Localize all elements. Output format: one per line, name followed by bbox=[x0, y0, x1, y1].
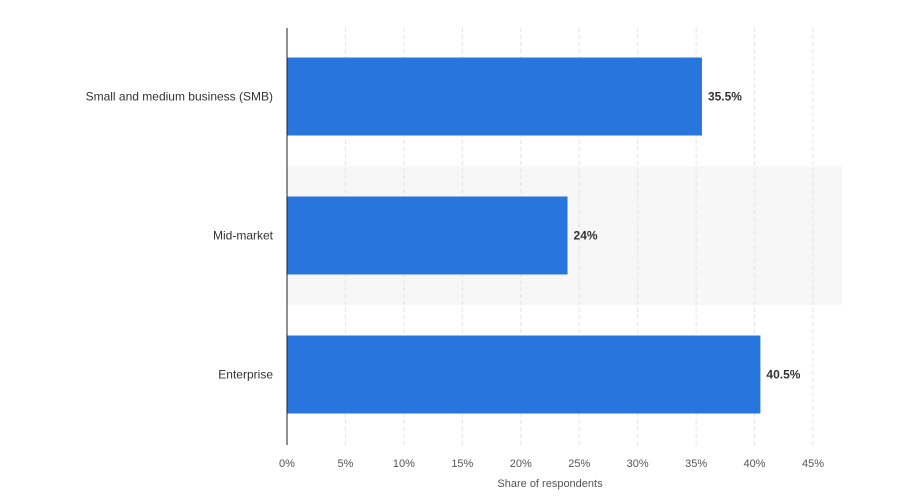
x-tick-label: 15% bbox=[451, 458, 473, 470]
bar bbox=[287, 335, 761, 414]
bar bbox=[287, 57, 702, 136]
x-tick-label: 10% bbox=[393, 458, 415, 470]
x-tick-label: 5% bbox=[337, 458, 353, 470]
x-axis-title: Share of respondents bbox=[497, 478, 603, 490]
data-label: 35.5% bbox=[708, 90, 742, 104]
x-tick-label: 20% bbox=[510, 458, 532, 470]
bars: 35.5% 24% 40.5% bbox=[287, 57, 801, 414]
data-label: 40.5% bbox=[766, 368, 800, 382]
x-tick-label: 30% bbox=[627, 458, 649, 470]
category-labels: Small and medium business (SMB) Mid-marke… bbox=[86, 90, 274, 382]
bar bbox=[287, 196, 568, 275]
category-label: Mid-market bbox=[213, 229, 274, 243]
category-label: Enterprise bbox=[218, 368, 273, 382]
x-tick-label: 0% bbox=[279, 458, 295, 470]
x-tick-label: 40% bbox=[744, 458, 766, 470]
x-tick-labels: 0% 5% 10% 15% 20% 25% 30% 35% 40% 45% bbox=[279, 458, 824, 470]
x-tick-label: 45% bbox=[802, 458, 824, 470]
x-tick-label: 25% bbox=[568, 458, 590, 470]
x-tick-label: 35% bbox=[685, 458, 707, 470]
category-label: Small and medium business (SMB) bbox=[86, 90, 273, 104]
data-label: 24% bbox=[574, 229, 598, 243]
